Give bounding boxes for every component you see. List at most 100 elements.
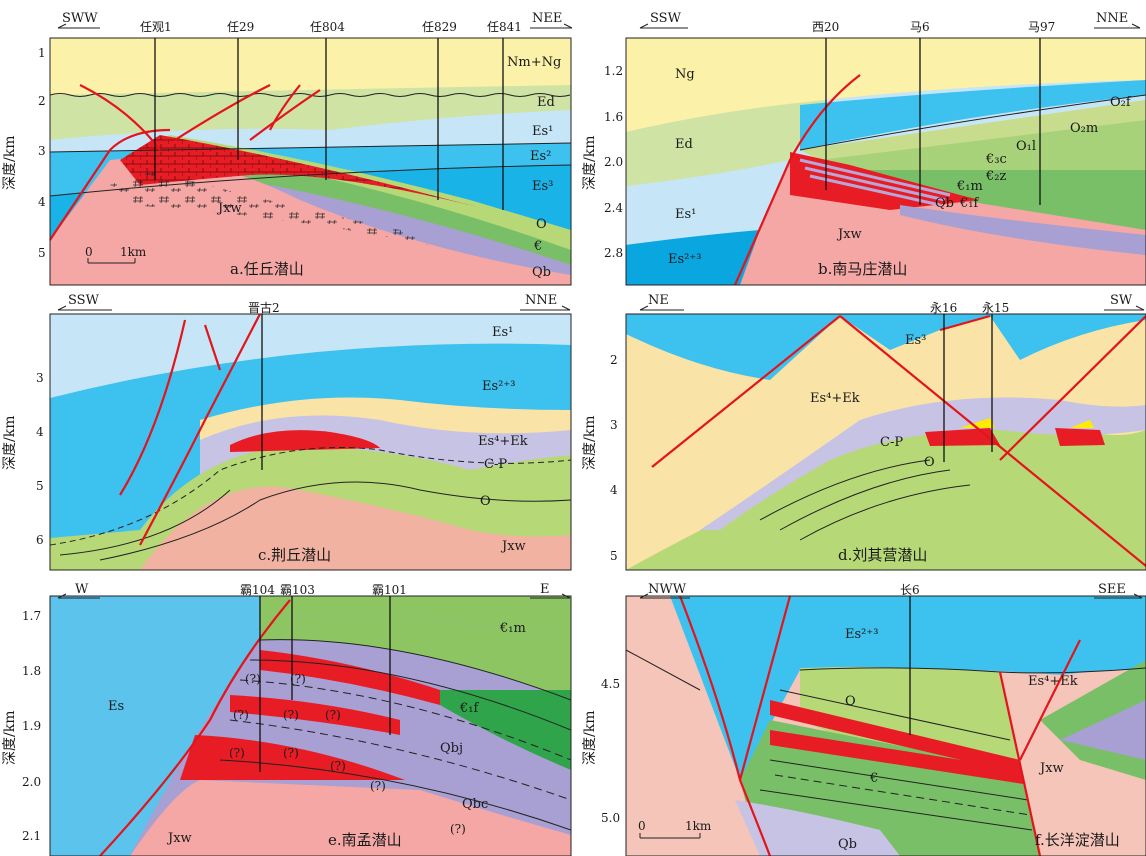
depth-tick: 4 bbox=[610, 483, 618, 497]
panel-caption: c.荆丘潜山 bbox=[258, 546, 331, 564]
uncertain-mark: (?) bbox=[283, 708, 299, 722]
unit-label: €₁f bbox=[959, 196, 979, 211]
depth-tick: 3 bbox=[610, 418, 618, 432]
unit-label: Es²⁺³ bbox=[668, 252, 701, 267]
depth-tick: 2 bbox=[38, 94, 46, 108]
uncertain-mark: (?) bbox=[325, 708, 341, 722]
unit-label: O bbox=[536, 217, 547, 232]
direction-left-label: W bbox=[75, 582, 89, 597]
unit-label: Ed bbox=[675, 137, 693, 152]
direction-left-label: SSW bbox=[650, 11, 682, 26]
panel-b: SSW NNE 西20 马6 马97 1.2 1.6 2.0 2.4 2.8 N… bbox=[604, 11, 1146, 286]
depth-tick: 1 bbox=[38, 46, 46, 60]
well-label: 霸103 bbox=[280, 583, 315, 597]
arrow-right-icon bbox=[1094, 593, 1143, 599]
unit-label: Es¹ bbox=[532, 124, 553, 139]
panel-caption: e.南孟潜山 bbox=[328, 831, 402, 849]
panel-c: SSW NNE 晋古2 3 4 5 6 Es¹ Es²⁺³ Es⁴+Ek C-P… bbox=[36, 293, 572, 571]
uncertain-mark: (?) bbox=[233, 708, 249, 722]
depth-tick: 5 bbox=[610, 549, 618, 563]
unit-label: Ed bbox=[537, 95, 555, 110]
depth-tick: 1.8 bbox=[22, 664, 41, 678]
unit-label: Es¹ bbox=[675, 207, 696, 222]
direction-right-label: E bbox=[540, 582, 550, 597]
arrow-left-icon bbox=[57, 305, 112, 311]
well-label: 任829 bbox=[422, 20, 457, 34]
direction-left-label: NE bbox=[648, 293, 669, 308]
depth-tick: 2.0 bbox=[22, 775, 41, 789]
unit-label: Qbj bbox=[440, 741, 463, 756]
panel-caption: f.长洋淀潜山 bbox=[1035, 831, 1120, 849]
arrow-left-icon bbox=[57, 593, 100, 599]
unit-label: €₂z bbox=[985, 169, 1006, 184]
unit-label: O bbox=[924, 455, 935, 470]
depth-tick: 3 bbox=[36, 371, 44, 385]
depth-tick: 4 bbox=[36, 425, 44, 439]
unit-label: €₁m bbox=[956, 179, 983, 194]
well-label: 任观1 bbox=[140, 20, 172, 34]
unit-label: Jxw bbox=[166, 831, 192, 846]
uncertain-mark: (?) bbox=[229, 746, 245, 760]
unit-label: Jxw bbox=[216, 201, 242, 216]
uncertain-mark: (?) bbox=[283, 746, 299, 760]
panel-e: W E 霸104 霸103 霸101 1.7 1.8 1.9 2.0 2.1 E… bbox=[22, 582, 572, 856]
well-label: 永15 bbox=[982, 301, 1009, 315]
panel-e-frame bbox=[49, 595, 572, 856]
unit-label: Es¹ bbox=[492, 325, 513, 340]
scale-bar-start: 0 bbox=[85, 245, 93, 259]
well-label: 马6 bbox=[910, 20, 930, 34]
well-label: 任841 bbox=[487, 20, 522, 34]
scale-bar-end: 1km bbox=[685, 819, 712, 833]
unit-label: Jxw bbox=[500, 539, 526, 554]
unit-label: Es³ bbox=[532, 179, 553, 194]
panel-caption: d.刘其营潜山 bbox=[838, 546, 927, 564]
depth-axis-label: 深度/km bbox=[582, 711, 598, 765]
well-label: 任804 bbox=[310, 20, 345, 34]
depth-tick: 6 bbox=[36, 533, 44, 547]
panel-f: NWW SEE 长6 4.5 5.0 Es²⁺³ Es⁴+Ek O € Jxw … bbox=[601, 582, 1146, 856]
panel-b-frame bbox=[625, 37, 1146, 286]
well-label: 永16 bbox=[930, 301, 957, 315]
panel-caption: a.任丘潜山 bbox=[230, 260, 304, 278]
depth-axis-label: 深度/km bbox=[582, 136, 598, 190]
scale-bar bbox=[87, 258, 136, 264]
depth-axis-label: 深度/km bbox=[2, 136, 18, 190]
panel-caption: b.南马庄潜山 bbox=[818, 260, 907, 278]
well-label: 晋古2 bbox=[248, 300, 280, 315]
depth-tick: 2 bbox=[610, 353, 618, 367]
arrow-left-icon bbox=[639, 593, 690, 599]
scale-bar-start: 0 bbox=[638, 819, 646, 833]
direction-right-label: SEE bbox=[1098, 582, 1126, 597]
unit-label: Qbc bbox=[462, 797, 488, 812]
depth-tick: 2.1 bbox=[22, 829, 41, 843]
well-label: 长6 bbox=[900, 583, 920, 597]
panel-c-frame bbox=[49, 313, 572, 571]
unit-label: C-P bbox=[880, 435, 903, 450]
well-label: 任29 bbox=[227, 20, 254, 34]
direction-left-label: SWW bbox=[62, 11, 98, 26]
unit-label: Qb bbox=[532, 265, 551, 280]
unit-label: Es³ bbox=[905, 333, 926, 348]
unit-label: Es⁴+Ek bbox=[1028, 674, 1078, 689]
depth-tick: 1.9 bbox=[22, 719, 41, 733]
uncertain-mark: (?) bbox=[370, 779, 386, 793]
depth-tick: 2.4 bbox=[604, 201, 623, 215]
scale-bar-end: 1km bbox=[120, 245, 147, 259]
panel-d-frame bbox=[625, 313, 1146, 571]
unit-label: O₂f bbox=[1110, 95, 1132, 110]
unit-label: C-P bbox=[484, 457, 507, 472]
uncertain-mark: (?) bbox=[245, 672, 261, 686]
unit-label: € bbox=[869, 771, 878, 786]
arrow-right-icon bbox=[1094, 23, 1141, 29]
unit-label: Jxw bbox=[836, 227, 862, 242]
uncertain-mark: (?) bbox=[450, 822, 466, 836]
uncertain-mark: (?) bbox=[330, 759, 346, 773]
unit-label: O₂m bbox=[1070, 121, 1098, 136]
depth-tick: 5.0 bbox=[601, 811, 620, 825]
direction-right-label: SW bbox=[1110, 293, 1133, 308]
panel-d: NE SW 永16 永15 2 3 4 5 Es³ Es⁴+Ek C-P O d… bbox=[610, 293, 1146, 571]
direction-right-label: NNE bbox=[1096, 11, 1128, 26]
arrow-left-icon bbox=[639, 23, 688, 29]
depth-axis-label: 深度/km bbox=[582, 416, 598, 470]
depth-tick: 1.7 bbox=[22, 609, 41, 623]
